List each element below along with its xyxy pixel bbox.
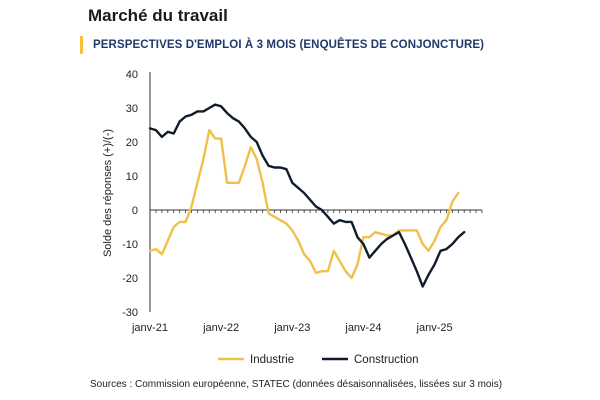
- series-layer: [148, 103, 466, 288]
- legend-label-construction: Construction: [354, 354, 419, 366]
- legend-label-industrie: Industrie: [250, 354, 294, 366]
- x-tick-label: janv-24: [344, 322, 381, 334]
- x-tick-label: janv-23: [273, 322, 310, 334]
- x-tick-label: janv-21: [131, 322, 168, 334]
- y-tick-label: -10: [122, 239, 138, 251]
- page-title: Marché du travail: [88, 6, 228, 25]
- y-tick-label: -20: [122, 273, 138, 285]
- y-tick-label: -30: [122, 307, 138, 319]
- y-tick-label: 0: [132, 205, 138, 217]
- source-note: Sources : Commission européenne, STATEC …: [90, 379, 503, 390]
- y-axis-label: Solde des réponses (+)/(-): [102, 129, 114, 257]
- y-tick-label: 20: [126, 137, 138, 149]
- legend-layer: Industrie Construction: [218, 354, 419, 366]
- y-tick-label: 40: [126, 69, 138, 81]
- series-line-construction: [148, 103, 466, 288]
- y-tick-label: 10: [126, 171, 138, 183]
- axes-layer: -30 -20 -10 0 10 20 30 40 janv-21 janv-22 janv-23 j…: [102, 69, 483, 334]
- chart-subtitle: PERSPECTIVES D'EMPLOI À 3 MOIS (ENQUÊTES…: [93, 39, 485, 51]
- y-tick-label: 30: [126, 103, 138, 115]
- x-tick-label: janv-22: [202, 322, 239, 334]
- subtitle-accent-bar: [80, 36, 83, 54]
- x-tick-label: janv-25: [416, 322, 453, 334]
- series-line-industrie: [148, 128, 460, 280]
- subtitle-row: PERSPECTIVES D'EMPLOI À 3 MOIS (ENQUÊTES…: [80, 36, 484, 54]
